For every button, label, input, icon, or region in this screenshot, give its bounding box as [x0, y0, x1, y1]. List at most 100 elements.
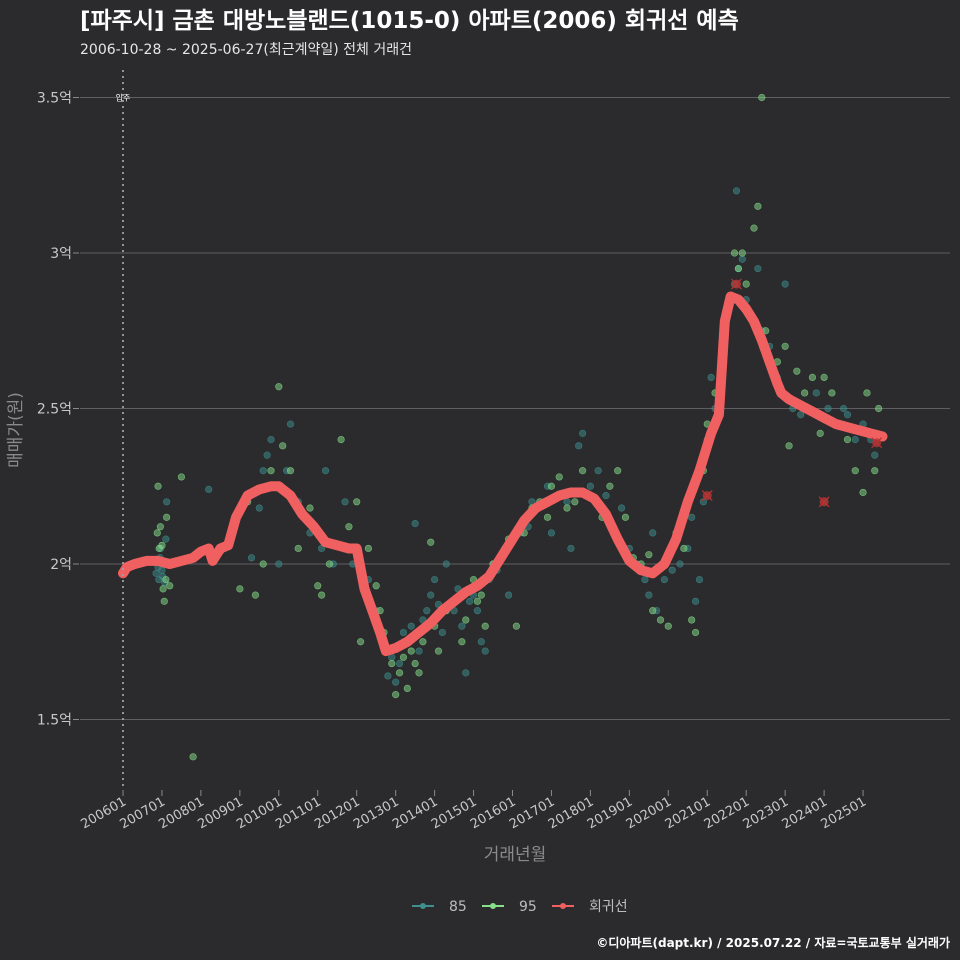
data-point-95	[801, 389, 809, 397]
data-point-95	[816, 429, 824, 437]
x-tick-label: 202501	[819, 794, 869, 832]
data-point-85	[407, 622, 415, 630]
data-point-85	[275, 560, 283, 568]
data-point-85	[267, 436, 275, 444]
x-axis-title: 거래년월	[484, 845, 547, 865]
data-point-95	[306, 504, 314, 512]
data-point-85	[477, 638, 485, 646]
data-point-85	[431, 575, 439, 584]
data-point-95	[477, 591, 485, 599]
prediction-cross	[818, 496, 830, 508]
data-point-95	[649, 607, 657, 615]
data-point-85	[205, 485, 213, 493]
data-point-85	[462, 669, 470, 677]
regression-curve	[118, 291, 888, 657]
data-point-85	[754, 264, 762, 273]
gridlines	[80, 97, 950, 720]
data-point-95	[353, 498, 361, 506]
data-point-95	[294, 544, 302, 553]
data-point-85	[466, 597, 474, 605]
data-point-85	[575, 442, 583, 450]
data-point-95	[871, 467, 879, 475]
data-point-85	[586, 482, 595, 490]
data-point-95	[688, 616, 696, 624]
data-point-95	[259, 560, 267, 568]
data-point-85	[617, 504, 626, 512]
footer-credit: ©디아파트(dapt.kr) / 2025.07.22 / 자료=국토교통부 실…	[596, 935, 950, 950]
data-point-95	[388, 659, 396, 668]
legend-swatch-dot	[420, 903, 426, 909]
data-point-95	[427, 538, 435, 546]
data-point-85	[602, 491, 610, 500]
data-point-85	[163, 498, 171, 506]
data-point-95	[399, 653, 408, 661]
data-point-95	[159, 585, 167, 593]
data-point-85	[738, 255, 746, 263]
data-point-95	[579, 467, 587, 475]
data-point-85	[732, 187, 741, 195]
data-point-85	[676, 560, 684, 568]
data-point-85	[158, 566, 166, 574]
data-point-95	[160, 597, 168, 605]
data-point-95	[473, 597, 482, 605]
data-point-85	[247, 554, 256, 562]
data-point-95	[734, 264, 743, 273]
data-point-85	[641, 575, 649, 584]
prediction-cross	[871, 437, 883, 449]
data-point-95	[543, 513, 552, 521]
data-point-85	[547, 529, 556, 537]
chart-title: [파주시] 금촌 대방노블랜드(1015-0) 아파트(2006) 회귀선 예측	[80, 8, 739, 34]
data-point-95	[411, 659, 419, 668]
data-point-95	[738, 249, 746, 257]
data-point-85	[843, 411, 852, 419]
legend-swatch-dot	[560, 903, 566, 909]
data-point-95	[843, 436, 852, 444]
data-point-85	[321, 467, 330, 475]
data-point-85	[839, 404, 848, 413]
legend-label: 85	[449, 899, 467, 915]
y-tick-label: 1.5억	[37, 713, 72, 729]
legend-swatch-dot	[490, 903, 496, 909]
data-point-95	[407, 647, 415, 655]
data-point-85	[411, 519, 419, 528]
data-point-95	[275, 383, 283, 391]
regression-line	[118, 278, 888, 657]
data-point-85	[871, 451, 879, 459]
data-point-95	[875, 404, 883, 413]
data-point-95	[236, 585, 244, 593]
data-point-85	[699, 498, 707, 506]
data-point-95	[863, 389, 871, 397]
data-point-95	[337, 436, 345, 444]
data-point-85	[263, 451, 271, 459]
data-point-85	[286, 420, 295, 428]
data-point-95	[286, 467, 295, 475]
data-point-85	[691, 597, 700, 605]
data-point-85	[395, 659, 404, 668]
data-point-95	[395, 669, 404, 677]
data-point-85	[781, 280, 789, 288]
data-point-85	[473, 607, 482, 615]
data-point-85	[505, 591, 513, 599]
data-point-85	[645, 591, 653, 599]
data-point-95	[372, 582, 380, 590]
data-point-95	[154, 482, 162, 490]
data-point-85	[707, 373, 715, 382]
data-point-85	[458, 622, 466, 630]
data-point-95	[758, 93, 766, 102]
data-point-85	[851, 436, 859, 444]
data-point-95	[267, 467, 275, 475]
data-point-85	[427, 591, 435, 599]
data-point-95	[356, 638, 365, 646]
data-point-95	[166, 582, 174, 590]
data-point-95	[162, 575, 170, 584]
data-point-95	[325, 560, 334, 568]
data-point-95	[781, 342, 789, 350]
y-tick-label: 3.5억	[37, 91, 72, 107]
data-point-85	[567, 544, 575, 553]
data-point-95	[664, 622, 672, 630]
data-point-95	[177, 473, 186, 481]
y-axis-ticks: 1.5억 2억 2.5억 3억 3.5억	[37, 91, 79, 729]
data-point-85	[797, 411, 805, 419]
data-point-95	[345, 523, 353, 531]
data-point-85	[594, 467, 602, 475]
